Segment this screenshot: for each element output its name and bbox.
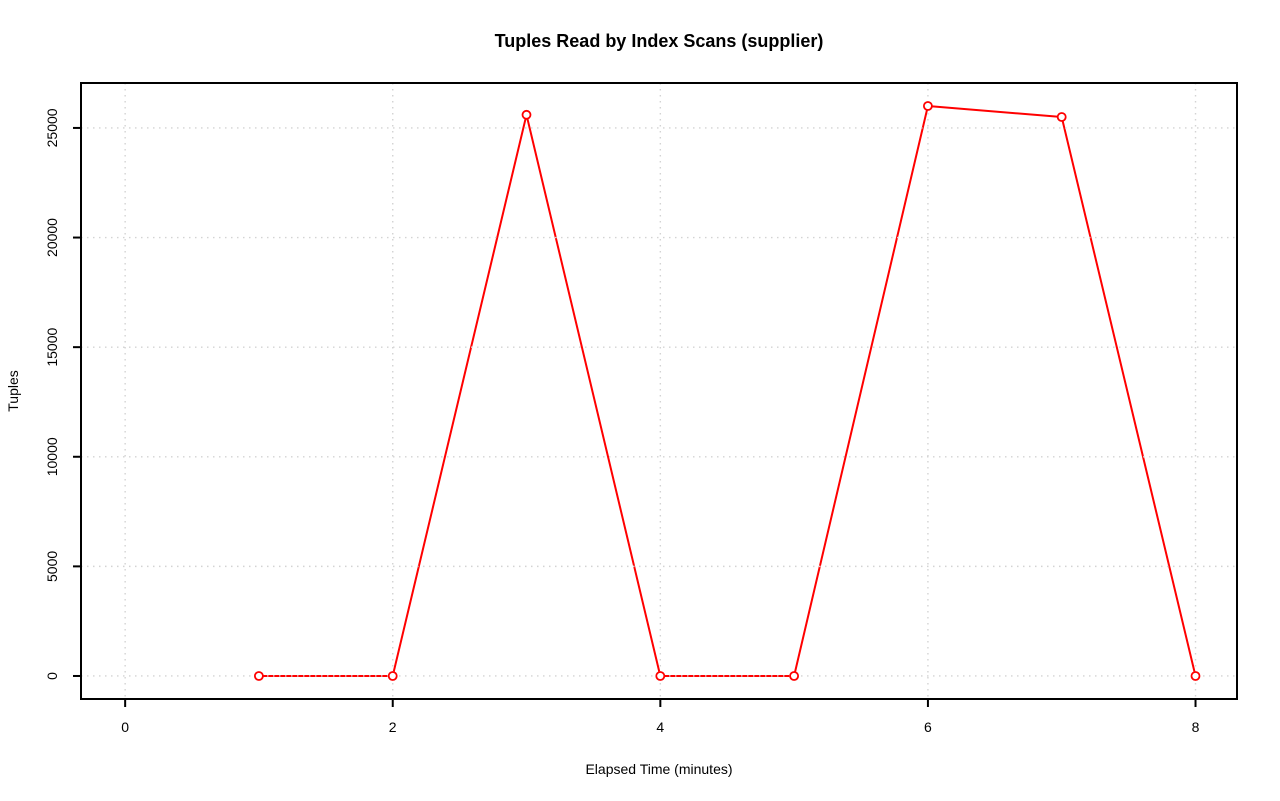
chart-container: Tuples Read by Index Scans (supplier) 0 2… xyxy=(0,0,1280,801)
y-axis-title: Tuples xyxy=(5,370,21,412)
data-point-marker xyxy=(656,672,664,680)
y-tick-label: 20000 xyxy=(44,218,60,257)
data-point-marker xyxy=(1058,113,1066,121)
plot-box xyxy=(81,83,1237,699)
x-tick-label: 2 xyxy=(389,719,397,735)
marker-layer xyxy=(255,102,1200,680)
y-tick-label: 10000 xyxy=(44,437,60,476)
x-tick-label: 6 xyxy=(924,719,932,735)
y-tick-label: 15000 xyxy=(44,328,60,367)
data-point-marker xyxy=(523,111,531,119)
x-tick-label: 0 xyxy=(121,719,129,735)
series-layer xyxy=(259,106,1196,676)
grid-layer xyxy=(81,83,1237,699)
y-tick-label: 25000 xyxy=(44,108,60,147)
x-tick-label: 8 xyxy=(1192,719,1200,735)
x-tick-label: 4 xyxy=(656,719,664,735)
y-tick-label: 0 xyxy=(44,672,60,680)
chart: Tuples Read by Index Scans (supplier) 0 2… xyxy=(0,0,1280,801)
data-point-marker xyxy=(924,102,932,110)
data-point-marker xyxy=(790,672,798,680)
series-line xyxy=(259,106,1196,676)
x-axis-title: Elapsed Time (minutes) xyxy=(585,761,732,777)
data-point-marker xyxy=(255,672,263,680)
data-point-marker xyxy=(1192,672,1200,680)
axis-layer: 0 2 4 6 8 0 5000 10000 15000 20000 25000 xyxy=(44,83,1237,735)
y-tick-label: 5000 xyxy=(44,551,60,582)
chart-title: Tuples Read by Index Scans (supplier) xyxy=(495,31,824,51)
data-point-marker xyxy=(389,672,397,680)
